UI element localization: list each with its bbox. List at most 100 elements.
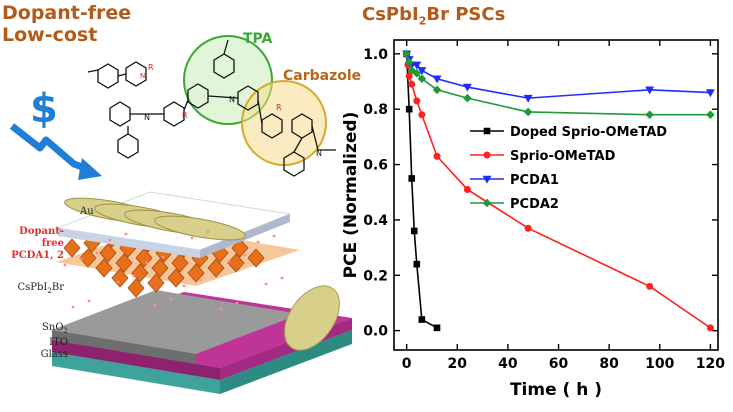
chart-legend: Doped Sprio-OMeTAD Sprio-OMeTAD PCDA1 PCDA2 — [470, 125, 667, 212]
data-point — [410, 227, 418, 235]
data-point — [412, 61, 422, 70]
x-tick-label: 120 — [696, 356, 725, 372]
dopant-dot — [264, 282, 268, 286]
legend-label: PCDA2 — [510, 197, 559, 212]
data-point — [404, 57, 414, 67]
legend-swatch-marker — [482, 198, 492, 208]
svg-text:R: R — [182, 111, 188, 120]
dopant-dot — [169, 297, 173, 301]
htl-label: Dopant-free PCDA1, 2 — [11, 226, 64, 261]
tpa-label: TPA — [243, 31, 273, 47]
dopant-dot — [206, 230, 210, 234]
dopant-dot — [182, 284, 186, 288]
dopant-dot — [219, 307, 223, 311]
dopant-dot — [198, 278, 202, 282]
perovskite-crystal — [99, 243, 117, 263]
data-point — [705, 89, 715, 98]
x-tick-label: 100 — [645, 356, 674, 372]
svg-text:N: N — [229, 95, 235, 104]
dopant-dot — [161, 255, 165, 259]
data-point — [646, 282, 654, 290]
y-tick-label: 0.8 — [363, 102, 388, 118]
legend-item: Sprio-OMeTAD — [470, 149, 616, 164]
au-electrodes — [64, 197, 246, 241]
dopant-dot — [256, 240, 260, 244]
series-3 — [402, 49, 715, 120]
dopant-dot — [243, 253, 247, 257]
data-point — [462, 83, 472, 92]
dopant-dot — [235, 301, 239, 305]
data-point — [463, 185, 471, 193]
sno2-ito-glass-label: SnO2 ITO Glass — [40, 322, 68, 360]
perovskite-crystal — [207, 258, 225, 278]
plot-frame — [393, 39, 719, 351]
data-point — [523, 107, 533, 117]
series-line — [405, 53, 711, 329]
data-point — [432, 75, 442, 84]
dopant-dot — [116, 280, 120, 284]
legend-swatch-marker — [483, 127, 491, 135]
chart-title: CsPbI2Br PSCs — [362, 4, 506, 28]
dopant-dot — [108, 238, 112, 242]
data-point — [433, 324, 441, 332]
chart-series — [402, 49, 715, 332]
perovskite-label: CsPbI2Br — [17, 282, 64, 295]
x-axis-label: Time ( h ) — [510, 380, 602, 400]
x-tick-label: 40 — [498, 356, 518, 372]
dopant-dot — [190, 236, 194, 240]
dopant-dot — [58, 228, 62, 232]
y-axis-label: PCE (Normalized) — [341, 112, 361, 279]
dollar-icon: $ — [30, 86, 58, 132]
svg-text:N: N — [144, 113, 150, 122]
dopant-dot — [87, 299, 91, 303]
data-point — [408, 80, 416, 88]
y-tick-label: 0.4 — [363, 213, 388, 229]
data-point — [417, 67, 427, 76]
data-point — [523, 94, 533, 103]
headline-line2: Low-cost — [2, 24, 98, 46]
y-tick-label: 0.2 — [363, 268, 388, 284]
perovskite-crystal — [115, 253, 133, 273]
legend-swatch-marker — [483, 151, 491, 159]
perovskite-crystal — [63, 238, 81, 258]
data-point — [405, 72, 413, 80]
legend-item: PCDA2 — [470, 197, 559, 212]
perovskite-crystal — [171, 253, 189, 273]
x-tick-label: 0 — [402, 356, 412, 372]
data-point — [463, 93, 472, 103]
perovskite-crystal — [227, 253, 245, 273]
au-label: Au — [80, 206, 94, 217]
dopant-dot — [63, 263, 67, 267]
carbazole-label: Carbazole — [283, 68, 362, 84]
perovskite-crystal — [111, 268, 129, 288]
dopant-dot — [280, 276, 284, 280]
perovskite-crystal — [127, 278, 145, 298]
data-point — [645, 86, 655, 95]
perovskite-crystal — [151, 258, 169, 278]
data-point — [524, 224, 532, 232]
data-point — [432, 85, 442, 95]
perovskite-crystal — [167, 268, 185, 288]
data-point — [433, 152, 441, 160]
y-tick-label: 0.6 — [363, 158, 388, 174]
legend-item: Doped Sprio-OMeTAD — [470, 125, 667, 140]
data-point — [706, 110, 715, 120]
x-tick-label: 20 — [448, 356, 468, 372]
perovskite-crystal — [187, 263, 205, 283]
y-tick-label: 0.0 — [363, 324, 388, 340]
perovskite-crystal — [247, 248, 265, 268]
svg-text:N: N — [140, 72, 145, 80]
data-point — [405, 105, 413, 113]
dopant-dot — [272, 234, 276, 238]
series-2 — [402, 50, 715, 103]
headline-line1: Dopant-free — [2, 2, 132, 24]
series-line — [405, 53, 438, 329]
data-point — [412, 68, 422, 78]
data-point — [417, 74, 427, 84]
series-line — [405, 53, 711, 116]
data-point — [413, 97, 421, 105]
dopant-dot — [132, 274, 136, 278]
